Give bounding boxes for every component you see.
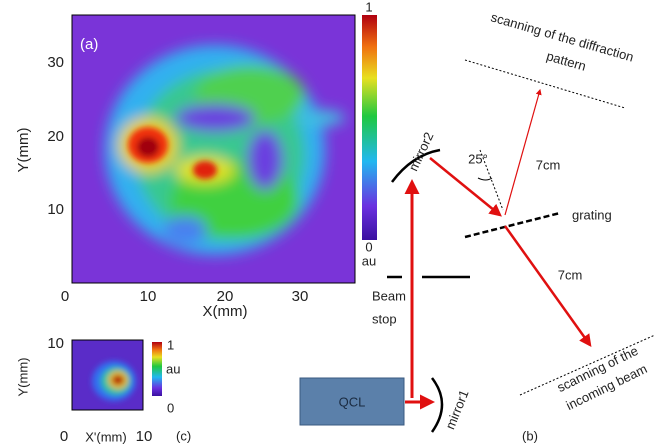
tick-label: 10: [140, 288, 157, 305]
colorbar-a: [362, 15, 377, 240]
tick-label: 0: [60, 428, 68, 445]
angle-arc: [477, 177, 493, 181]
tick-label: 30: [47, 54, 64, 71]
colorbar-min: 0: [167, 400, 174, 415]
scan-line-top: [464, 59, 626, 109]
y-label: Y(mm): [15, 358, 30, 397]
colorbar-unit: au: [166, 361, 180, 376]
diffraction-scan: pattern: [545, 48, 588, 74]
tick-label: 20: [47, 128, 64, 145]
distance: 7cm: [558, 267, 583, 282]
axes-c: [71, 339, 144, 411]
colorbar-c: [152, 342, 162, 396]
x-ticks-a: 0 10 20 30: [61, 288, 309, 305]
qcl-label: QCL: [339, 394, 366, 409]
x-label: X(mm): [203, 303, 248, 320]
qcl-box: [299, 377, 405, 426]
angle: 25°: [468, 151, 488, 166]
beam-stop-label: stop: [372, 311, 397, 326]
panel-label: (b): [522, 428, 538, 443]
tick-label: 10: [47, 201, 64, 218]
x-label: X'(mm): [85, 429, 126, 444]
diagram: [299, 59, 656, 433]
heatmap-c: [72, 340, 143, 410]
grating: grating: [572, 207, 612, 222]
beam: [429, 157, 502, 217]
colorbar-max: 1: [365, 0, 372, 14]
panel-label: (c): [176, 428, 191, 443]
tick-label: 10: [47, 335, 64, 352]
tick-label: 30: [292, 288, 309, 305]
tick-label: 0: [61, 288, 69, 305]
mirror2-shape: [390, 148, 441, 183]
beam: [503, 225, 592, 348]
tick-label: 10: [136, 428, 153, 445]
colorbar-max: 1: [167, 337, 174, 352]
heatmap-a: [72, 15, 355, 283]
y-label: Y(mm): [15, 128, 32, 173]
colorbar-unit: au: [362, 253, 376, 268]
mirror1: mirror1: [442, 388, 471, 432]
panel-label: (a): [80, 36, 98, 53]
distance: 7cm: [536, 157, 561, 172]
scan-line-bottom: [519, 334, 656, 396]
beam: [504, 88, 542, 216]
grating-shape: [464, 211, 561, 239]
normal-line: [479, 149, 504, 211]
beam-stop-label: Beam: [372, 288, 406, 303]
mirror1-shape: [430, 377, 444, 433]
axes-a: [71, 14, 356, 284]
tick-label: 20: [217, 288, 234, 305]
colorbar-min: 0: [365, 239, 372, 254]
